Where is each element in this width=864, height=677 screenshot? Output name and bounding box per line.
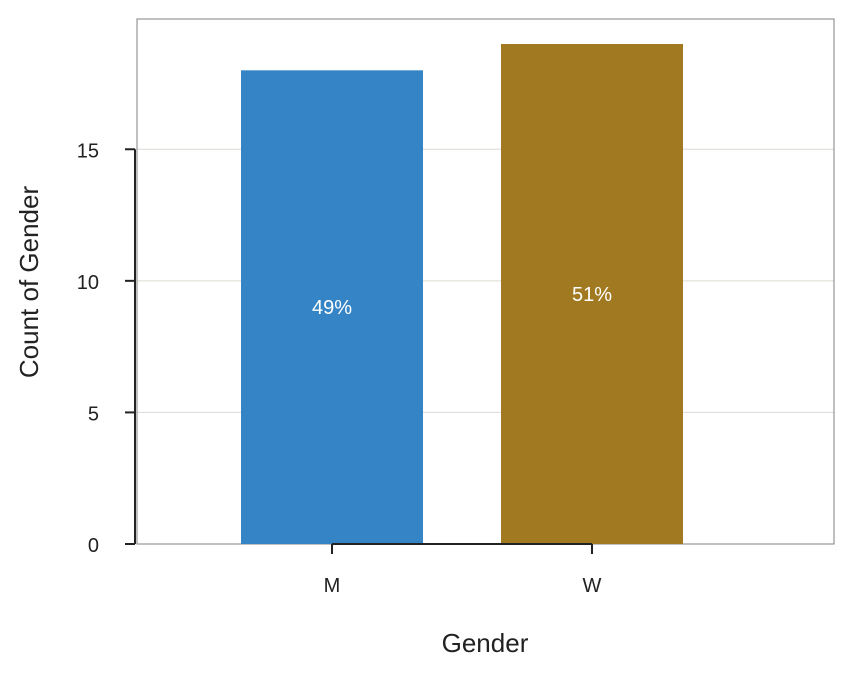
axes: 0 5 10 15 M W <box>77 140 602 597</box>
x-axis-label: Gender <box>442 628 529 658</box>
x-tick-label: W <box>583 575 602 597</box>
bar-value-label: 51% <box>572 284 612 306</box>
bar-W <box>501 44 683 544</box>
y-tick-label: 5 <box>88 403 99 425</box>
bars: 49% 51% <box>241 44 683 544</box>
y-axis-label: Count of Gender <box>14 186 44 379</box>
bar-M <box>241 70 423 544</box>
x-tick-label: M <box>324 575 341 597</box>
bar-value-label: 49% <box>312 297 352 319</box>
y-tick-label: 0 <box>88 535 99 557</box>
y-tick-label: 10 <box>77 272 99 294</box>
y-tick-label: 15 <box>77 140 99 162</box>
